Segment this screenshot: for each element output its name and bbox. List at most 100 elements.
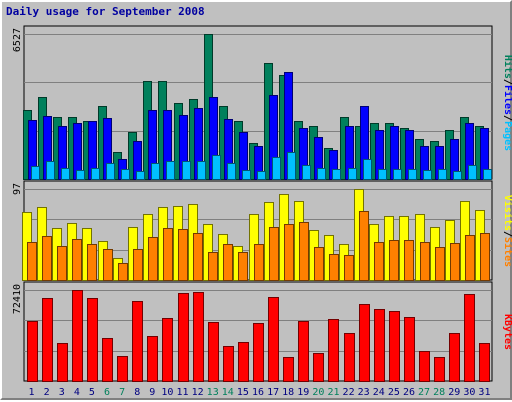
day-label-5: 5 — [89, 387, 95, 398]
bar-pages-day-26 — [408, 169, 417, 180]
bar-kbytes-day-20 — [313, 353, 324, 382]
bar-sites-day-29 — [450, 243, 460, 281]
bar-kbytes-day-12 — [193, 292, 204, 382]
bar-pages-day-5 — [91, 168, 100, 180]
ymax-label-kbytes: 72410 — [12, 284, 23, 314]
bar-pages-day-20 — [317, 168, 326, 180]
legend-kbytes: KBytes — [502, 314, 512, 350]
day-label-15: 15 — [237, 387, 249, 398]
bar-sites-day-6 — [103, 249, 113, 281]
bar-kbytes-day-21 — [328, 319, 339, 382]
bar-sites-day-25 — [389, 240, 399, 281]
bar-pages-day-28 — [438, 169, 447, 180]
bar-pages-day-10 — [166, 161, 175, 180]
bar-sites-day-17 — [269, 227, 279, 281]
bar-pages-day-27 — [423, 170, 432, 180]
bar-pages-day-19 — [302, 165, 311, 180]
bar-sites-day-10 — [163, 228, 173, 281]
legend-item-sites: Sites — [502, 237, 512, 267]
bar-sites-day-21 — [329, 254, 339, 281]
bar-sites-day-28 — [435, 247, 445, 281]
legend-separator: / — [502, 79, 512, 85]
bar-kbytes-day-6 — [102, 338, 113, 382]
bar-pages-day-22 — [348, 168, 357, 180]
day-label-25: 25 — [388, 387, 400, 398]
bar-kbytes-day-1 — [27, 321, 38, 382]
bar-pages-day-21 — [332, 169, 341, 180]
day-label-2: 2 — [44, 387, 50, 398]
bar-kbytes-day-4 — [72, 290, 83, 382]
bar-sites-day-4 — [72, 239, 82, 281]
legend-item-kbytes: KBytes — [502, 314, 512, 350]
bar-sites-day-22 — [344, 255, 354, 281]
bar-kbytes-day-10 — [162, 318, 173, 382]
bar-sites-day-19 — [299, 222, 309, 281]
bar-kbytes-day-28 — [434, 357, 445, 382]
day-label-11: 11 — [176, 387, 188, 398]
bar-sites-day-30 — [465, 235, 475, 281]
day-label-3: 3 — [59, 387, 65, 398]
day-label-30: 30 — [463, 387, 475, 398]
day-label-12: 12 — [192, 387, 204, 398]
legend-separator: / — [502, 115, 512, 121]
bar-pages-day-15 — [242, 170, 251, 180]
day-label-8: 8 — [134, 387, 140, 398]
legend-separator: / — [502, 231, 512, 237]
ymax-label-hits-files-pages: 6527 — [12, 28, 23, 52]
day-label-19: 19 — [297, 387, 309, 398]
day-label-21: 21 — [327, 387, 339, 398]
day-label-16: 16 — [252, 387, 264, 398]
bar-kbytes-day-26 — [404, 317, 415, 382]
bar-kbytes-day-13 — [208, 322, 219, 382]
bar-pages-day-11 — [182, 161, 191, 180]
bar-pages-day-12 — [197, 161, 206, 180]
bar-kbytes-day-18 — [283, 357, 294, 382]
bar-kbytes-day-25 — [389, 311, 400, 382]
day-label-20: 20 — [312, 387, 324, 398]
bar-pages-day-17 — [272, 157, 281, 180]
bar-pages-day-13 — [212, 155, 221, 180]
day-label-6: 6 — [104, 387, 110, 398]
bar-kbytes-day-5 — [87, 298, 98, 382]
day-label-29: 29 — [448, 387, 460, 398]
day-label-14: 14 — [222, 387, 234, 398]
bar-pages-day-29 — [453, 171, 462, 180]
bar-pages-day-31 — [483, 169, 492, 180]
bar-kbytes-day-2 — [42, 298, 53, 382]
bar-sites-day-12 — [193, 233, 203, 281]
bar-pages-day-6 — [106, 163, 115, 180]
bar-pages-day-1 — [31, 166, 40, 180]
bar-pages-day-8 — [136, 171, 145, 180]
bar-sites-day-27 — [420, 242, 430, 281]
bar-kbytes-day-17 — [268, 297, 279, 382]
legend-item-files: Files — [502, 85, 512, 115]
bar-sites-day-2 — [42, 236, 52, 281]
bar-pages-day-3 — [61, 168, 70, 180]
bar-sites-day-14 — [223, 244, 233, 281]
legend-visits-sites: Visits/Sites — [502, 195, 512, 267]
bar-kbytes-day-23 — [359, 304, 370, 382]
bar-kbytes-day-3 — [57, 343, 68, 382]
bar-kbytes-day-9 — [147, 336, 158, 382]
day-label-26: 26 — [403, 387, 415, 398]
bar-sites-day-23 — [359, 211, 369, 281]
bar-pages-day-24 — [378, 169, 387, 180]
day-label-1: 1 — [29, 387, 35, 398]
bar-sites-day-1 — [27, 242, 37, 281]
bar-kbytes-day-16 — [253, 323, 264, 382]
legend-item-pages: Pages — [502, 121, 512, 151]
bar-sites-day-13 — [208, 252, 218, 281]
bar-kbytes-day-24 — [374, 309, 385, 382]
legend-item-visits: Visits — [502, 195, 512, 231]
bar-kbytes-day-19 — [298, 321, 309, 382]
day-label-13: 13 — [207, 387, 219, 398]
bar-sites-day-5 — [87, 244, 97, 281]
day-label-24: 24 — [373, 387, 385, 398]
day-label-31: 31 — [478, 387, 490, 398]
bar-sites-day-7 — [118, 263, 128, 281]
legend-hits-files-pages: Hits/Files/Pages — [502, 55, 512, 151]
legend-item-hits: Hits — [502, 55, 512, 79]
bar-sites-day-9 — [148, 237, 158, 281]
